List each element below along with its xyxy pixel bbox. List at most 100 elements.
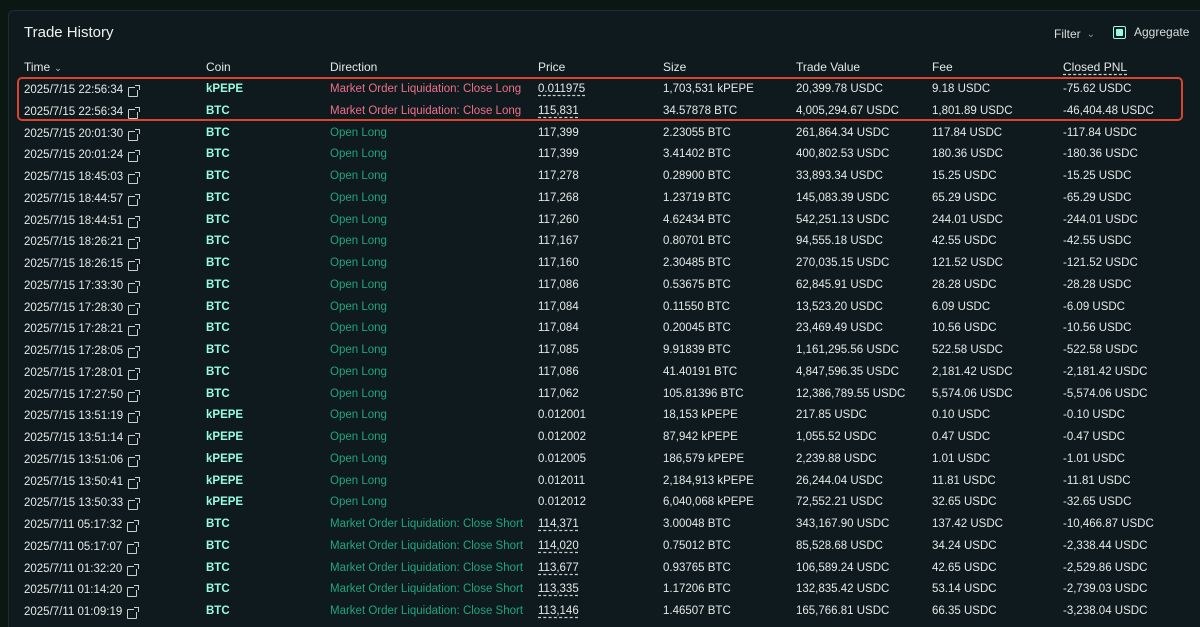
external-link-icon[interactable] (127, 520, 140, 532)
table-row: 2025/7/15 22:56:34 BTC Market Order Liquid… (9, 101, 1200, 123)
trade-price: 117,160 (538, 257, 579, 269)
trade-price: 117,268 (538, 191, 579, 204)
trade-closed-pnl: -5,574.06 USDC (1063, 387, 1148, 400)
external-link-icon[interactable] (127, 607, 140, 619)
col-header-price: Price (538, 60, 566, 74)
trade-time-text: 2025/7/11 05:17:07 (24, 540, 123, 553)
external-link-icon[interactable] (128, 193, 141, 206)
trade-time: 2025/7/15 17:28:01 (24, 366, 141, 380)
external-link-icon[interactable] (128, 280, 141, 293)
trade-closed-pnl: -244.01 USDC (1063, 213, 1138, 226)
trade-time-text: 2025/7/15 17:28:30 (24, 301, 124, 314)
external-link-icon[interactable] (128, 454, 141, 467)
external-link-icon[interactable] (127, 585, 140, 598)
trade-time: 2025/7/15 13:51:06 (24, 453, 141, 467)
external-link-icon[interactable] (127, 541, 140, 554)
trade-value: 23,469.49 USDC (796, 322, 883, 335)
external-link-icon[interactable] (128, 259, 141, 271)
trade-price: 117,167 (538, 235, 579, 248)
trade-time-text: 2025/7/15 13:51:19 (24, 410, 124, 423)
trade-size: 0.80701 BTC (663, 235, 731, 248)
col-header-closed-pnl[interactable]: Closed PNL (1063, 60, 1128, 74)
trade-coin: BTC (206, 365, 230, 378)
trade-direction: Open Long (330, 409, 387, 422)
trade-direction: Market Order Liquidation: Close Long (330, 104, 522, 117)
trade-price[interactable]: 113,146 (538, 605, 579, 617)
trade-value: 400,802.53 USDC (796, 148, 890, 161)
external-link-icon[interactable] (128, 302, 141, 315)
trade-price[interactable]: 115,831 (538, 104, 579, 117)
external-link-icon[interactable] (128, 128, 141, 141)
col-header-coin: Coin (206, 60, 231, 74)
trade-size: 0.28900 BTC (663, 170, 731, 182)
filter-dropdown[interactable]: Filter ⌄ (1054, 27, 1095, 41)
trade-price: 117,399 (538, 126, 579, 139)
external-link-icon[interactable] (128, 215, 141, 228)
table-row: 2025/7/15 17:28:21 BTC Open Long 117,084 0.2… (9, 318, 1200, 340)
trade-time: 2025/7/15 13:50:33 (24, 496, 141, 511)
filter-label: Filter (1054, 27, 1081, 41)
trade-price[interactable]: 113,335 (538, 583, 579, 596)
external-link-icon[interactable] (128, 85, 141, 97)
trade-size: 4.62434 BTC (663, 213, 731, 226)
trade-price[interactable]: 114,020 (538, 539, 579, 552)
trade-price: 117,086 (538, 365, 579, 378)
trade-price[interactable]: 114,371 (538, 518, 579, 530)
trade-time: 2025/7/15 17:28:30 (24, 301, 141, 315)
aggregate-toggle[interactable]: Aggregate (1113, 25, 1189, 39)
trade-time: 2025/7/15 22:56:34 (24, 105, 141, 119)
trade-fee: 15.25 USDC (932, 170, 997, 182)
external-link-icon[interactable] (128, 476, 141, 489)
external-link-icon[interactable] (128, 346, 141, 358)
trade-size: 1,703,531 kPEPE (663, 83, 754, 95)
aggregate-checkbox[interactable] (1113, 25, 1126, 39)
table-row: 2025/7/11 01:32:20 BTC Market Order Liquid… (9, 558, 1200, 580)
trade-time: 2025/7/11 05:17:32 (24, 518, 140, 532)
external-link-icon[interactable] (128, 172, 141, 184)
trade-price[interactable]: 0.011975 (538, 83, 586, 95)
col-header-time[interactable]: Time ⌄ (24, 60, 62, 74)
trade-value: 62,845.91 USDC (796, 278, 883, 291)
trade-direction: Open Long (330, 431, 387, 443)
trade-history-panel: Trade History Filter ⌄ Aggregate Time ⌄ C… (8, 10, 1200, 627)
aggregate-label: Aggregate (1134, 25, 1190, 39)
trade-direction: Open Long (330, 213, 387, 226)
trade-price[interactable]: 113,677 (538, 561, 579, 574)
table-row: 2025/7/15 17:28:30 BTC Open Long 117,084 0.1… (9, 297, 1200, 319)
trade-time-text: 2025/7/11 01:14:20 (24, 584, 123, 597)
external-link-icon[interactable] (128, 150, 141, 163)
external-link-icon[interactable] (128, 106, 141, 119)
external-link-icon[interactable] (128, 433, 141, 445)
external-link-icon[interactable] (128, 237, 141, 250)
trade-size: 3.00048 BTC (663, 518, 731, 530)
external-link-icon[interactable] (128, 367, 141, 380)
sort-chevron-icon: ⌄ (54, 63, 62, 73)
trade-coin: kPEPE (206, 474, 244, 487)
table-row: 2025/7/15 18:44:57 BTC Open Long 117,268 1.2… (9, 188, 1200, 210)
trade-direction: Open Long (330, 235, 387, 248)
trade-value: 85,528.68 USDC (796, 539, 883, 552)
trade-closed-pnl: -6.09 USDC (1063, 300, 1125, 313)
external-link-icon[interactable] (128, 389, 141, 402)
trade-closed-pnl: -2,181.42 USDC (1063, 365, 1148, 378)
trade-coin: BTC (206, 583, 230, 596)
external-link-icon[interactable] (127, 563, 140, 576)
trade-coin: BTC (206, 126, 230, 139)
trade-closed-pnl: -28.28 USDC (1063, 278, 1132, 291)
trade-time: 2025/7/15 22:56:34 (24, 83, 141, 97)
table-row: 2025/7/11 01:14:20 BTC Market Order Liquid… (9, 579, 1200, 601)
trade-coin: BTC (206, 322, 230, 335)
trade-coin: BTC (206, 170, 230, 182)
table-row: 2025/7/15 20:01:24 BTC Open Long 117,399 3.4… (9, 144, 1200, 166)
trade-time: 2025/7/15 18:44:57 (24, 192, 141, 206)
trade-time: 2025/7/15 18:26:21 (24, 235, 141, 250)
trade-size: 2,184,913 kPEPE (663, 474, 754, 487)
trade-closed-pnl: -46,404.48 USDC (1063, 104, 1154, 117)
external-link-icon[interactable] (128, 411, 141, 424)
external-link-icon[interactable] (128, 498, 141, 511)
trade-coin: BTC (206, 257, 230, 269)
trade-fee: 2,181.42 USDC (932, 365, 1013, 378)
trade-fee: 244.01 USDC (932, 213, 1003, 226)
trade-time-text: 2025/7/15 13:50:41 (24, 475, 124, 488)
external-link-icon[interactable] (128, 324, 141, 337)
